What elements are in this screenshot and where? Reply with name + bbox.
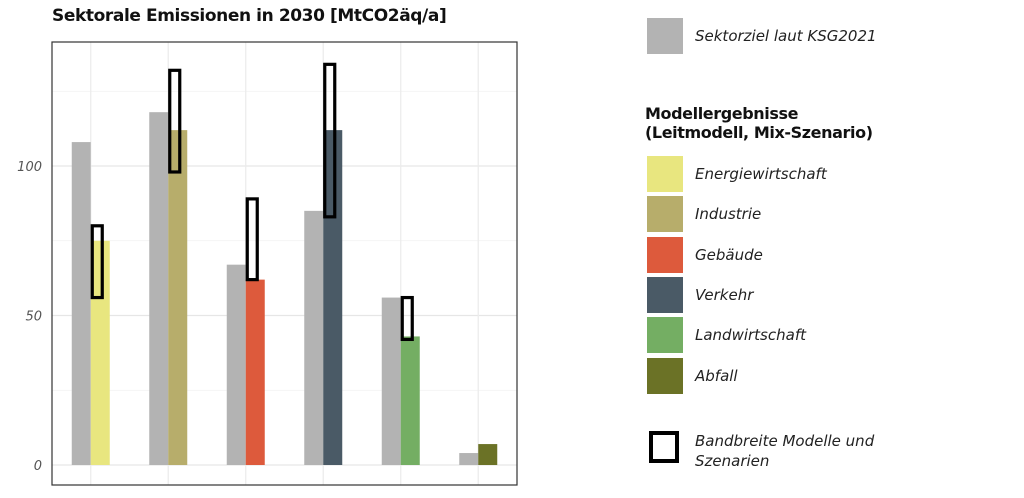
band-range — [168, 68, 182, 174]
legend-label-band-line1: Bandbreite Modelle und — [695, 432, 875, 450]
legend-item-sector: Abfall — [645, 358, 1005, 396]
bar-target — [71, 142, 91, 465]
band-range — [245, 197, 259, 282]
bar-result — [400, 336, 420, 465]
legend-results-heading-line1: Modellergebnisse — [645, 104, 799, 123]
legend-swatch-sector — [647, 317, 683, 353]
bar-result — [168, 130, 188, 465]
legend-label-sector: Abfall — [695, 367, 738, 385]
legend-swatch-band — [649, 431, 679, 463]
legend-results-heading-line2: (Leitmodell, Mix-Szenario) — [645, 123, 873, 142]
y-tick-label: 100 — [17, 160, 42, 175]
legend-results-heading: Modellergebnisse (Leitmodell, Mix-Szenar… — [645, 104, 873, 142]
legend-swatch-sector — [647, 156, 683, 192]
legend-item-sector: Gebäude — [645, 237, 1005, 275]
bar-result — [245, 279, 265, 465]
band-range — [323, 62, 337, 219]
legend-label-target: Sektorziel laut KSG2021 — [695, 27, 877, 45]
legend-swatch-sector — [647, 358, 683, 394]
band-range — [90, 224, 104, 300]
legend-swatch-sector — [647, 196, 683, 232]
legend-label-sector: Energiewirtschaft — [695, 165, 827, 183]
bar-target — [459, 453, 479, 465]
legend: Sektorziel laut KSG2021 Modellergebnisse… — [645, 0, 1015, 498]
bar-chart: 0 50 100 — [17, 41, 518, 486]
legend-item-target: Sektorziel laut KSG2021 — [645, 18, 1005, 56]
chart-title: Sektorale Emissionen in 2030 [MtCO2äq/a] — [52, 6, 447, 26]
band-range — [400, 295, 414, 342]
bar-target — [149, 112, 169, 466]
y-tick-label: 50 — [25, 310, 42, 325]
legend-label-sector: Gebäude — [695, 246, 763, 264]
y-tick-label: 0 — [34, 459, 42, 474]
bar-result — [323, 130, 343, 465]
legend-item-sector: Energiewirtschaft — [645, 156, 1005, 194]
legend-swatch-sector — [647, 277, 683, 313]
legend-item-sector: Industrie — [645, 196, 1005, 234]
legend-item-sector: Landwirtschaft — [645, 317, 1005, 355]
plot-panel — [52, 42, 517, 485]
legend-label-band: Bandbreite Modelle und Szenarien — [695, 431, 925, 471]
legend-item-sector: Verkehr — [645, 277, 1005, 315]
legend-label-sector: Industrie — [695, 205, 762, 223]
bar-target — [226, 264, 246, 465]
legend-item-band: Bandbreite Modelle und Szenarien — [645, 431, 1005, 475]
legend-label-sector: Verkehr — [695, 286, 754, 304]
bar-result — [478, 444, 498, 465]
legend-label-sector: Landwirtschaft — [695, 326, 806, 344]
legend-swatch-sector — [647, 237, 683, 273]
bar-target — [304, 210, 324, 465]
legend-swatch-target — [647, 18, 683, 54]
plot-border — [51, 41, 518, 486]
bar-target — [381, 297, 401, 465]
legend-label-band-line2: Szenarien — [695, 452, 770, 470]
